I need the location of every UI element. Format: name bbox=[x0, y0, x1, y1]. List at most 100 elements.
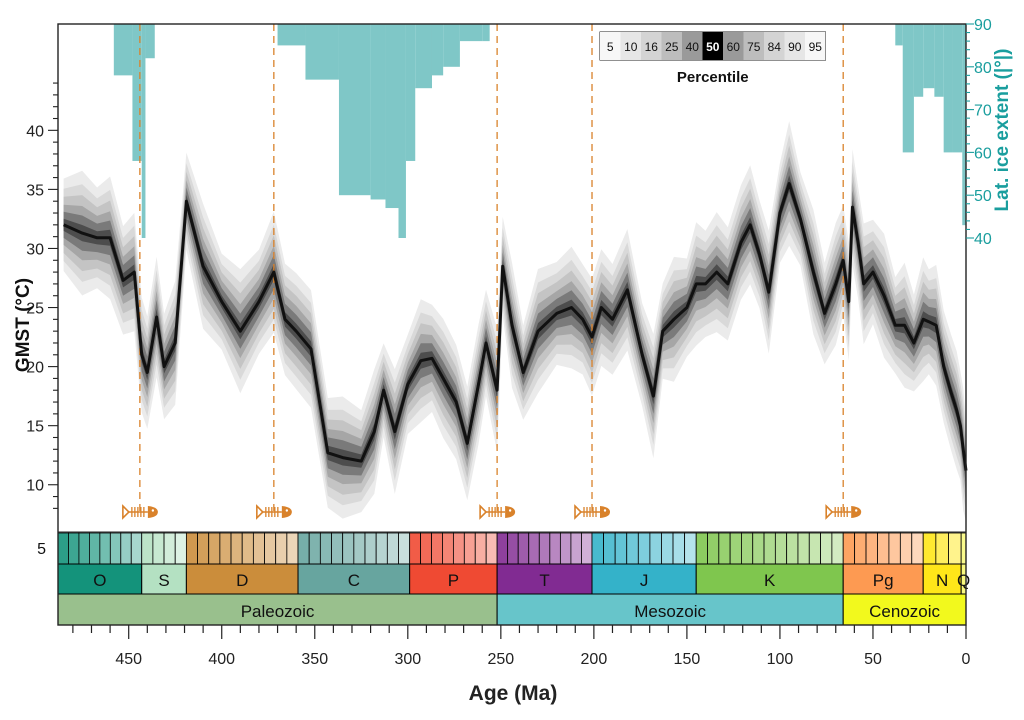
legend-label: 84 bbox=[768, 40, 782, 54]
period-label: S bbox=[158, 571, 169, 590]
y2-axis-label: Lat. ice extent (|°|) bbox=[992, 49, 1013, 212]
stage-cell bbox=[922, 532, 937, 565]
stage-cell bbox=[68, 532, 80, 565]
percentile-legend: 5 10 16 25 40 50 60 75 84 90 95 Percentile bbox=[599, 31, 826, 86]
stage-cell bbox=[661, 532, 674, 565]
ice-extent-layer bbox=[113, 24, 966, 238]
stage-cell bbox=[364, 532, 377, 565]
y-tick-label: 10 bbox=[26, 478, 44, 495]
stage-cell bbox=[319, 532, 332, 565]
period-label: P bbox=[448, 571, 459, 590]
legend-swatch bbox=[702, 32, 723, 60]
stage-cell bbox=[130, 532, 143, 565]
stage-cell bbox=[109, 532, 122, 565]
y2-tick-label: 50 bbox=[974, 188, 992, 205]
stage-cell bbox=[420, 532, 432, 565]
x-tick-label: 0 bbox=[962, 651, 971, 668]
legend-label: 25 bbox=[665, 40, 679, 54]
stage-cell bbox=[197, 532, 210, 565]
ice-extent-bar bbox=[385, 24, 399, 209]
stage-cell bbox=[729, 532, 742, 565]
y-tick-label: 15 bbox=[26, 419, 44, 436]
stage-cell bbox=[614, 532, 628, 565]
period-cell bbox=[496, 563, 593, 595]
stage-cell bbox=[538, 532, 551, 565]
legend-label: 90 bbox=[788, 40, 802, 54]
stage-cell bbox=[960, 532, 967, 565]
stage-cell bbox=[241, 532, 254, 565]
stage-cell bbox=[452, 532, 465, 565]
period-label: Q bbox=[957, 571, 970, 590]
stage-cell bbox=[163, 532, 176, 565]
stage-cell bbox=[342, 532, 355, 565]
stage-cell bbox=[398, 532, 411, 565]
stage-cell bbox=[517, 532, 530, 565]
y-tick-label: 20 bbox=[26, 360, 44, 377]
stage-cell bbox=[185, 532, 198, 565]
x-tick-label: 450 bbox=[115, 651, 142, 668]
legend-label: 40 bbox=[686, 40, 700, 54]
y2-tick-label: 80 bbox=[974, 60, 992, 77]
stage-cell bbox=[331, 532, 344, 565]
legend-swatch bbox=[743, 32, 764, 60]
stage-cell bbox=[899, 532, 913, 565]
x-tick-label: 100 bbox=[767, 651, 794, 668]
era-label: Cenozoic bbox=[869, 602, 940, 621]
legend-swatch bbox=[641, 32, 662, 60]
percentile-bands bbox=[63, 121, 967, 522]
era-label: Mesozoic bbox=[634, 602, 706, 621]
y2-tick-label: 70 bbox=[974, 103, 992, 120]
stage-cell bbox=[559, 532, 572, 565]
stage-cell bbox=[808, 532, 821, 565]
stage-cell bbox=[888, 532, 901, 565]
period-cell bbox=[185, 563, 299, 595]
period-label: D bbox=[236, 571, 248, 590]
legend-label: 5 bbox=[607, 40, 614, 54]
period-label: O bbox=[93, 571, 106, 590]
period-label: J bbox=[640, 571, 649, 590]
plot-frame bbox=[57, 23, 967, 626]
period-cell bbox=[297, 563, 411, 595]
stage-cell bbox=[591, 532, 604, 565]
x-tick-label: 200 bbox=[581, 651, 608, 668]
stage-cell bbox=[219, 532, 232, 565]
x-axis-label: Age (Ma) bbox=[469, 682, 558, 705]
stage-cell bbox=[474, 532, 487, 565]
ice-extent-bar bbox=[132, 24, 142, 161]
ice-extent-bar bbox=[962, 24, 966, 226]
stage-cell bbox=[707, 532, 720, 565]
stage-cell bbox=[831, 532, 844, 565]
stage-cell bbox=[275, 532, 288, 565]
fish-skeleton-icon bbox=[825, 504, 862, 520]
stage-cell bbox=[297, 532, 310, 565]
ice-extent-bar bbox=[398, 24, 406, 238]
ice-extent-bar bbox=[913, 24, 924, 97]
stage-cell bbox=[752, 532, 765, 565]
y-tick-label: 40 bbox=[26, 123, 44, 140]
stage-cell bbox=[463, 532, 476, 565]
legend-swatch bbox=[620, 32, 641, 60]
period-label: Pg bbox=[873, 571, 894, 590]
stage-cell bbox=[842, 532, 856, 565]
stage-cell bbox=[797, 532, 810, 565]
timescale: O S D C P T J K Pg N Q Paleozoic Mesozoic Cenozoic 5 bbox=[37, 532, 970, 626]
y-axis-label: GMST (°C) bbox=[13, 278, 34, 372]
legend-swatch bbox=[805, 32, 826, 60]
era-cell bbox=[842, 593, 967, 626]
legend-label: 60 bbox=[727, 40, 741, 54]
stage-cell bbox=[78, 532, 90, 565]
ice-extent-bar bbox=[482, 24, 490, 42]
x-tick-label: 150 bbox=[674, 651, 701, 668]
stage-cell bbox=[672, 532, 686, 565]
stage-cell bbox=[911, 532, 924, 565]
period-label: C bbox=[348, 571, 360, 590]
y2-tick-label: 40 bbox=[974, 231, 992, 248]
stage-cell bbox=[152, 532, 165, 565]
stage-cell bbox=[935, 532, 949, 565]
era-cell bbox=[496, 593, 844, 626]
stage-row-label: 5 bbox=[37, 541, 46, 558]
stage-cell bbox=[684, 532, 697, 565]
ice-extent-bar bbox=[934, 24, 944, 97]
stage-cell bbox=[507, 532, 519, 565]
legend-label: 75 bbox=[747, 40, 761, 54]
